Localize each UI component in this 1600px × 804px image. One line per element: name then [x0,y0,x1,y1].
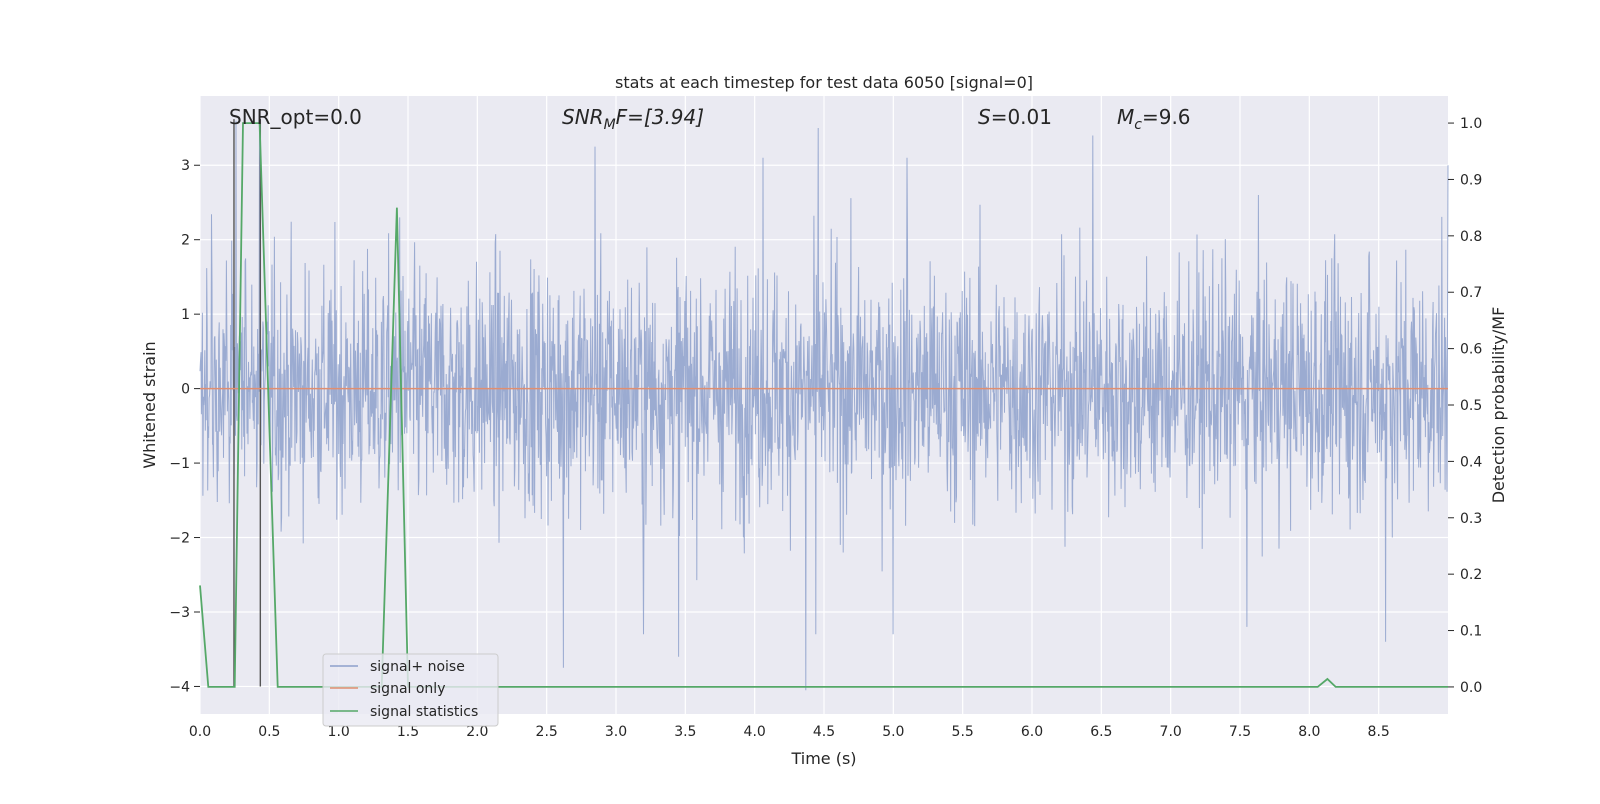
x-tick-label: 5.0 [882,724,904,740]
chart-title: stats at each timestep for test data 605… [615,73,1033,92]
snr-mf-rest: F=[3.94] [616,105,704,129]
x-tick-label: 2.0 [466,724,488,740]
right-tick-label: 0.0 [1460,680,1482,696]
legend-label-signal-statistics: signal statistics [370,704,478,720]
mc-sub: c [1134,117,1142,133]
s-main: S [978,105,991,129]
x-tick-label: 3.0 [605,724,627,740]
mc-rest: =9.6 [1142,105,1191,129]
right-tick-label: 0.5 [1460,398,1482,414]
right-axis-label: Detection probability/MF [1489,307,1508,504]
snr-mf-main: SNR [562,105,604,129]
legend: signal+ noise signal only signal statist… [322,653,499,727]
s-rest: =0.01 [991,105,1052,129]
y-axis-label: Whitened strain [140,341,159,468]
legend-box [322,653,499,727]
y-tick-label: −2 [169,531,190,547]
x-tick-label: 1.5 [397,724,419,740]
snr-opt-annotation: SNR_opt=0.0 [229,105,362,129]
signal-statistics-series [199,122,1448,688]
x-tick-label: 0.5 [258,724,280,740]
x-tick-label: 2.5 [536,724,558,740]
x-tick-label: 8.5 [1368,724,1390,740]
snr-mf-sub: M [604,117,616,133]
snr-mf-annotation: SNRMF=[3.94] [562,105,704,133]
x-tick-label: 4.0 [744,724,766,740]
legend-label-signal-only: signal only [370,681,445,697]
right-tick-label: 0.7 [1460,285,1482,301]
y-tick-label: −3 [169,605,190,621]
x-tick-label: 7.0 [1160,724,1182,740]
x-tick-label: 1.0 [328,724,350,740]
signal-noise-series [199,120,1449,691]
y-tick-label: −1 [169,456,190,472]
x-tick-label: 6.0 [1021,724,1043,740]
x-tick-label: 8.0 [1298,724,1320,740]
y-tick-label: 0 [181,382,190,398]
right-tick-label: 0.4 [1460,454,1482,470]
signal-noise-line [199,120,1449,691]
x-tick-label: 4.5 [813,724,835,740]
right-tick-label: 0.8 [1460,229,1482,245]
tick-labels: 0.0 0.5 1.0 1.5 2.0 2.5 3.0 3.5 4.0 4.5 5.0 5.5 6.0 6… [169,116,1482,740]
right-tick-label: 1.0 [1460,116,1482,132]
marker-lines [233,119,262,687]
x-tick-label: 3.5 [674,724,696,740]
legend-label-signal-noise: signal+ noise [370,659,465,675]
signal-statistics-line [199,122,1448,688]
x-axis-label: Time (s) [790,749,856,768]
right-tick-label: 0.2 [1460,567,1482,583]
y-tick-label: −4 [169,679,190,695]
x-tick-label: 7.5 [1229,724,1251,740]
mc-main: M [1117,105,1134,129]
right-tick-label: 0.6 [1460,342,1482,358]
s-annotation: S=0.01 [978,105,1052,129]
right-tick-label: 0.9 [1460,172,1482,188]
x-tick-label: 6.5 [1090,724,1112,740]
right-tick-label: 0.3 [1460,511,1482,527]
mc-annotation: Mc=9.6 [1117,105,1191,133]
y-tick-label: 1 [181,307,190,323]
y-tick-label: 2 [181,233,190,249]
x-tick-label: 0.0 [189,724,211,740]
right-tick-label: 0.1 [1460,624,1482,640]
y-tick-label: 3 [181,158,190,174]
x-tick-label: 5.5 [952,724,974,740]
